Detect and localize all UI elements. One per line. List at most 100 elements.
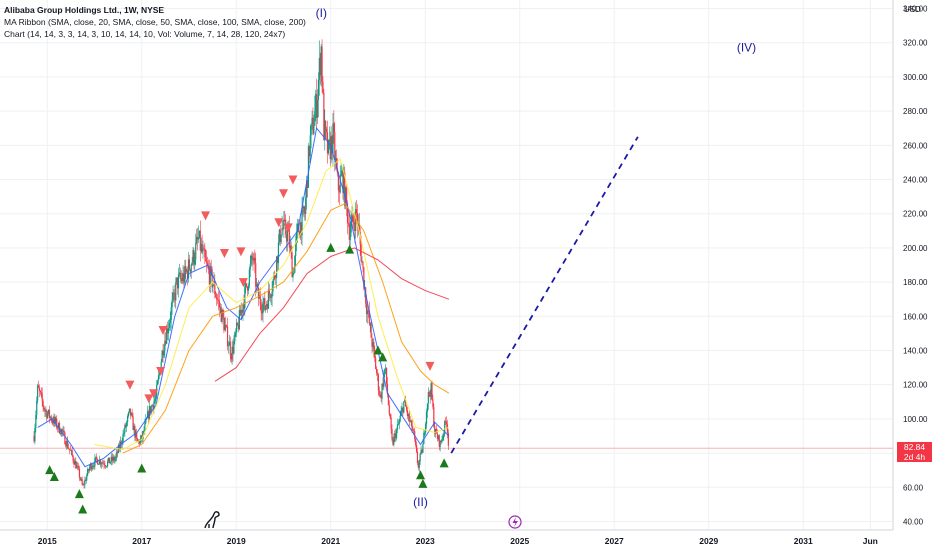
wave-label[interactable]: (I) — [316, 6, 327, 20]
candle-body — [244, 286, 246, 309]
candle-body — [128, 408, 131, 413]
candle-body — [90, 463, 92, 470]
candle-body — [300, 222, 302, 236]
x-tick-label: 2021 — [321, 536, 340, 546]
candle-body — [37, 385, 39, 401]
candle-body — [296, 231, 298, 243]
candle-body — [425, 411, 428, 425]
candle-body — [294, 256, 296, 273]
candle-body — [415, 444, 418, 452]
moving-average-line — [37, 127, 450, 468]
x-tick-label: 2027 — [605, 536, 624, 546]
candle-body — [306, 180, 308, 198]
plot-area — [0, 0, 893, 530]
sell-signal-arrow — [158, 325, 168, 335]
candle-body — [229, 341, 231, 356]
candle-body — [165, 340, 167, 344]
candle-body — [252, 258, 254, 261]
candle-body — [144, 423, 146, 431]
candle-body — [72, 455, 74, 461]
candle-body — [167, 327, 170, 334]
candle-body — [71, 450, 73, 456]
moving-average-line — [214, 247, 450, 382]
candle-body — [106, 466, 108, 467]
candle-body — [50, 416, 52, 421]
candle-body — [83, 484, 85, 486]
ma-ribbon-indicator[interactable]: MA Ribbon (SMA, close, 20, SMA, close, 5… — [4, 17, 306, 27]
candle-body — [334, 132, 336, 161]
event-lightning-icon[interactable] — [508, 515, 522, 529]
candle-body — [435, 428, 437, 434]
candle-body — [272, 280, 274, 292]
candle-body — [282, 228, 284, 229]
candle-body — [403, 401, 405, 413]
candle-body — [238, 309, 240, 330]
candle-body — [37, 385, 40, 388]
candle-body — [295, 242, 297, 257]
candle-body — [122, 433, 124, 443]
candle-body — [97, 459, 99, 465]
candle-body — [105, 465, 107, 467]
candle-body — [388, 405, 390, 415]
candle-body — [263, 298, 265, 305]
candle-body — [382, 383, 384, 387]
candle-body — [80, 479, 82, 481]
candle-body — [223, 316, 225, 331]
candle-body — [260, 304, 262, 312]
candle-body — [124, 424, 126, 433]
candle-body — [270, 297, 272, 298]
candle-body — [399, 415, 401, 422]
chart-settings-indicator[interactable]: Chart (14, 14, 3, 3, 14, 3, 10, 14, 14, … — [4, 29, 286, 39]
wave-label[interactable]: (IV) — [737, 40, 756, 54]
candle-body — [67, 448, 70, 449]
candle-body — [200, 244, 202, 251]
candle-body — [48, 409, 51, 418]
candle-body — [444, 420, 446, 434]
candle-body — [77, 465, 79, 467]
candle-body — [44, 409, 46, 412]
candle-body — [345, 187, 348, 204]
candle-body — [114, 458, 116, 461]
candle-body — [404, 399, 406, 402]
candle-body — [350, 221, 352, 233]
candle-body — [276, 256, 279, 264]
candle-body — [89, 463, 91, 468]
candle-body — [176, 277, 178, 283]
candle-body — [216, 297, 218, 300]
candle-body — [138, 440, 141, 444]
bar-countdown: 2d 4h — [903, 452, 926, 463]
candle-body — [396, 424, 399, 430]
candle-body — [203, 248, 205, 250]
candle-body — [182, 273, 184, 282]
candle-body — [397, 423, 399, 425]
candle-body — [131, 412, 133, 417]
candle-body — [434, 426, 436, 434]
candle-body — [278, 229, 280, 243]
y-tick-label: 240.00 — [903, 176, 928, 185]
candle-body — [268, 289, 270, 295]
candle-body — [305, 197, 307, 214]
candle-body — [239, 309, 241, 316]
candle-body — [112, 456, 114, 461]
candle-body — [339, 176, 341, 193]
candle-body — [315, 94, 317, 112]
candle-body — [398, 421, 400, 424]
candle-body — [207, 265, 210, 270]
candle-body — [266, 304, 269, 309]
candle-body — [99, 459, 101, 465]
candle-body — [363, 267, 365, 289]
candle-body — [386, 383, 389, 395]
x-tick-label: 2023 — [416, 536, 435, 546]
wave-label[interactable]: (II) — [413, 495, 428, 509]
candle-body — [226, 325, 228, 327]
x-tick-label: 2017 — [132, 536, 151, 546]
candle-body — [312, 117, 314, 134]
buy-signal-arrow — [78, 504, 88, 514]
candle-body — [53, 417, 55, 424]
candle-body — [145, 419, 147, 424]
candle-body — [184, 266, 186, 283]
candle-body — [38, 387, 41, 391]
candle-body — [108, 457, 111, 464]
symbol-title[interactable]: Alibaba Group Holdings Ltd., 1W, NYSE — [4, 5, 165, 15]
